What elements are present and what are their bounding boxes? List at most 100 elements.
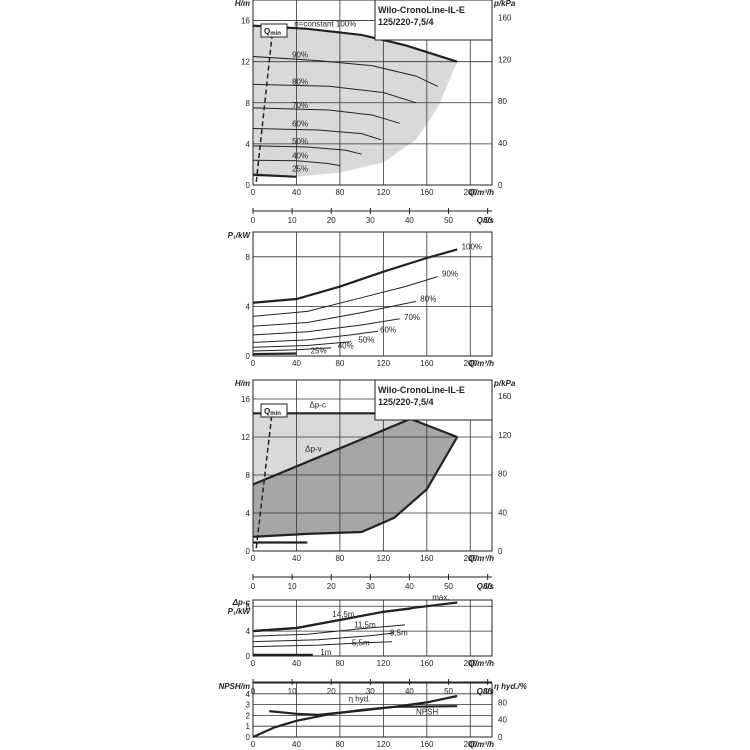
y2-tick-label: 80 xyxy=(498,97,507,106)
y-tick-label: 1 xyxy=(246,722,251,731)
y-axis-label: P₁/kW xyxy=(228,607,252,616)
series-label: 1m xyxy=(320,648,331,657)
y-tick-label: 0 xyxy=(246,652,251,661)
y2-tick-label: 80 xyxy=(498,470,507,479)
series-line xyxy=(252,347,332,352)
series-label: 70% xyxy=(292,101,308,110)
x2-tick-label: 10 xyxy=(288,216,297,225)
x-tick-label: 80 xyxy=(335,359,344,368)
chart-title-line: Wilo-CronoLine-IL-E xyxy=(378,5,465,15)
x-tick-label: 80 xyxy=(335,740,344,749)
chart-title-line: Wilo-CronoLine-IL-E xyxy=(378,385,465,395)
y-tick-label: 8 xyxy=(246,471,251,480)
y-axis-label: P₁/kW xyxy=(228,231,252,240)
series-label: Δp-v xyxy=(305,444,321,453)
series-line xyxy=(252,24,458,63)
x-tick-label: 80 xyxy=(335,188,344,197)
series-label: 50% xyxy=(292,137,308,146)
x-tick-label: 0 xyxy=(251,554,256,563)
x2-tick-label: 30 xyxy=(366,582,375,591)
title-box xyxy=(374,0,493,41)
series-line xyxy=(252,624,406,637)
y2-tick-label: 0 xyxy=(498,181,503,190)
x-tick-label: 80 xyxy=(335,554,344,563)
series-label: NPSH xyxy=(416,707,438,716)
series-label: 60% xyxy=(292,119,308,128)
series-line xyxy=(252,159,340,166)
y2-tick-label: 0 xyxy=(498,733,503,742)
x2-tick-label: 50 xyxy=(444,216,453,225)
x2-tick-label: 0 xyxy=(251,216,256,225)
title-box xyxy=(374,379,493,421)
y-tick-label: 16 xyxy=(241,395,250,404)
y-tick-label: 4 xyxy=(246,690,251,699)
series-line xyxy=(252,330,378,343)
series-line xyxy=(252,276,438,317)
series-line xyxy=(252,145,362,155)
x2-tick-label: 30 xyxy=(366,216,375,225)
y-tick-label: 0 xyxy=(246,547,251,556)
series-line xyxy=(252,632,395,643)
x2-tick-label: 20 xyxy=(327,216,336,225)
series-label: 100% xyxy=(462,242,482,251)
series-line xyxy=(252,173,297,178)
x-tick-label: 200 xyxy=(464,740,478,749)
x-axis-label: Q/m³/h xyxy=(469,188,494,197)
series-line xyxy=(252,417,411,486)
x2-tick-label: 20 xyxy=(327,687,336,696)
y2-tick-label: 40 xyxy=(498,716,507,725)
chart-power: 0 40 80 120 160 200 0 4 8 Q/m³/h P₁/kW 100% 90% 80% 70… xyxy=(228,231,494,368)
y-axis-label: H/m xyxy=(235,0,250,8)
series-line xyxy=(252,607,411,633)
series-label: 25% xyxy=(311,347,327,356)
x-tick-label: 0 xyxy=(251,188,256,197)
x-tick-label: 40 xyxy=(292,659,301,668)
x-axis-label: Q/m³/h xyxy=(469,554,494,563)
plot-frame xyxy=(252,682,493,738)
x-tick-label: 160 xyxy=(420,554,434,563)
chart-title-line: 125/220-7,5/4 xyxy=(378,397,434,407)
x2-tick-label: 60 xyxy=(483,687,492,696)
x2-tick-label: 40 xyxy=(405,687,414,696)
series-label: 14,5m xyxy=(332,610,355,619)
series-line xyxy=(252,318,400,336)
series-label: 90% xyxy=(292,51,308,60)
qmin-line xyxy=(255,30,274,182)
x-axis-label: Q/m³/h xyxy=(469,359,494,368)
x-tick-label: 120 xyxy=(377,554,391,563)
x-tick-label: 40 xyxy=(292,554,301,563)
y-tick-label: 4 xyxy=(246,509,251,518)
y2-tick-label: 40 xyxy=(498,139,507,148)
series-line xyxy=(252,352,297,356)
x-tick-label: 120 xyxy=(377,740,391,749)
x2-tick-label: 50 xyxy=(444,687,453,696)
series-line xyxy=(252,128,382,141)
x2-tick-label: 50 xyxy=(444,582,453,591)
series-label: 80% xyxy=(420,294,436,303)
series-label: 50% xyxy=(358,335,374,344)
series-label: n=constant 100% xyxy=(294,20,356,29)
series-label: 40% xyxy=(292,151,308,160)
series-label: 40% xyxy=(338,342,354,351)
series-line xyxy=(252,341,351,348)
series-line xyxy=(252,83,417,104)
y2-axis-label: p/kPa xyxy=(493,379,516,388)
series-label: 60% xyxy=(380,325,396,334)
y2-tick-label: 160 xyxy=(498,392,512,401)
plot-frame xyxy=(252,0,493,186)
x2-tick-label: 10 xyxy=(288,687,297,696)
x-tick-label: 0 xyxy=(251,659,256,668)
x-tick-label: 40 xyxy=(292,740,301,749)
qmin-box xyxy=(260,23,288,38)
x-tick-label: 80 xyxy=(335,659,344,668)
series-line xyxy=(410,417,458,439)
y-axis-label: Δp-c xyxy=(232,598,251,607)
x-tick-label: 40 xyxy=(292,359,301,368)
qmin-label: Qmin xyxy=(264,407,281,417)
x-axis-label: Q/m³/h xyxy=(469,740,494,749)
x-tick-label: 200 xyxy=(464,188,478,197)
x2-tick-label: 40 xyxy=(405,582,414,591)
y-tick-label: 4 xyxy=(246,627,251,636)
series-label: Δp-c xyxy=(309,401,325,410)
series-label: max. xyxy=(432,593,449,602)
